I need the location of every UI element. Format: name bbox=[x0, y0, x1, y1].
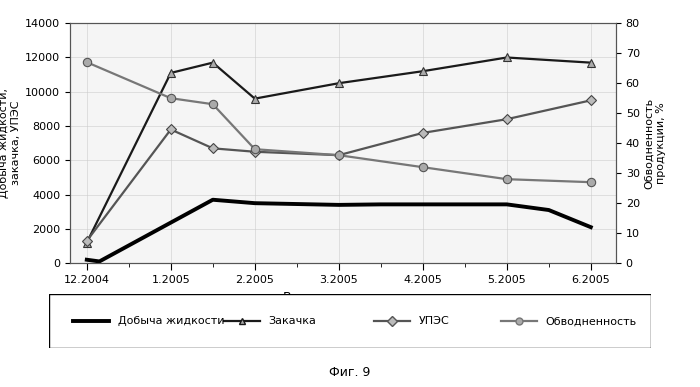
Закачка bbox=[209, 60, 217, 65]
Закачка bbox=[587, 60, 595, 65]
Обводненность bbox=[209, 102, 217, 106]
УПЭС bbox=[335, 153, 343, 158]
Добыча жидкости bbox=[293, 202, 301, 206]
УПЭС bbox=[251, 149, 259, 154]
Обводненность bbox=[419, 165, 427, 170]
УПЭС bbox=[167, 127, 175, 132]
Закачка bbox=[419, 69, 427, 74]
Обводненность bbox=[503, 177, 511, 182]
Line: Обводненность: Обводненность bbox=[83, 58, 595, 187]
FancyBboxPatch shape bbox=[49, 294, 651, 348]
Добыча жидкости bbox=[503, 202, 511, 207]
Добыча жидкости bbox=[95, 259, 104, 264]
Обводненность bbox=[587, 180, 595, 185]
Закачка bbox=[167, 70, 175, 75]
Text: Фиг. 9: Фиг. 9 bbox=[329, 366, 371, 379]
Закачка bbox=[503, 55, 511, 60]
Добыча жидкости bbox=[461, 202, 469, 207]
Text: УПЭС: УПЭС bbox=[419, 316, 450, 326]
УПЭС bbox=[209, 146, 217, 151]
Обводненность bbox=[83, 60, 91, 65]
Обводненность bbox=[251, 147, 259, 151]
Line: Закачка: Закачка bbox=[83, 53, 595, 247]
Text: Закачка: Закачка bbox=[269, 316, 316, 326]
Обводненность bbox=[167, 96, 175, 101]
Закачка bbox=[251, 96, 259, 101]
Обводненность bbox=[335, 153, 343, 158]
Text: Добыча жидкости: Добыча жидкости bbox=[118, 316, 225, 326]
Line: Добыча жидкости: Добыча жидкости bbox=[87, 200, 591, 262]
Закачка bbox=[335, 81, 343, 86]
УПЭС bbox=[419, 130, 427, 135]
УПЭС bbox=[587, 98, 595, 103]
Закачка bbox=[83, 240, 91, 245]
Добыча жидкости bbox=[419, 202, 427, 207]
Y-axis label: Обводненность
продукции, %: Обводненность продукции, % bbox=[644, 98, 666, 189]
Добыча жидкости bbox=[377, 202, 385, 207]
Y-axis label: Добыча жидкости,
закачка, УПЭС: Добыча жидкости, закачка, УПЭС bbox=[0, 88, 21, 198]
Добыча жидкости bbox=[335, 202, 343, 207]
Добыча жидкости bbox=[587, 225, 595, 229]
Line: УПЭС: УПЭС bbox=[83, 97, 594, 244]
Добыча жидкости bbox=[251, 201, 259, 205]
Добыча жидкости bbox=[209, 197, 217, 202]
Text: Обводненность: Обводненность bbox=[546, 316, 637, 326]
Добыча жидкости bbox=[83, 257, 91, 262]
X-axis label: Время. месяц, год: Время. месяц, год bbox=[283, 291, 403, 303]
Добыча жидкости bbox=[545, 208, 553, 212]
УПЭС bbox=[503, 117, 511, 122]
УПЭС bbox=[83, 238, 91, 243]
